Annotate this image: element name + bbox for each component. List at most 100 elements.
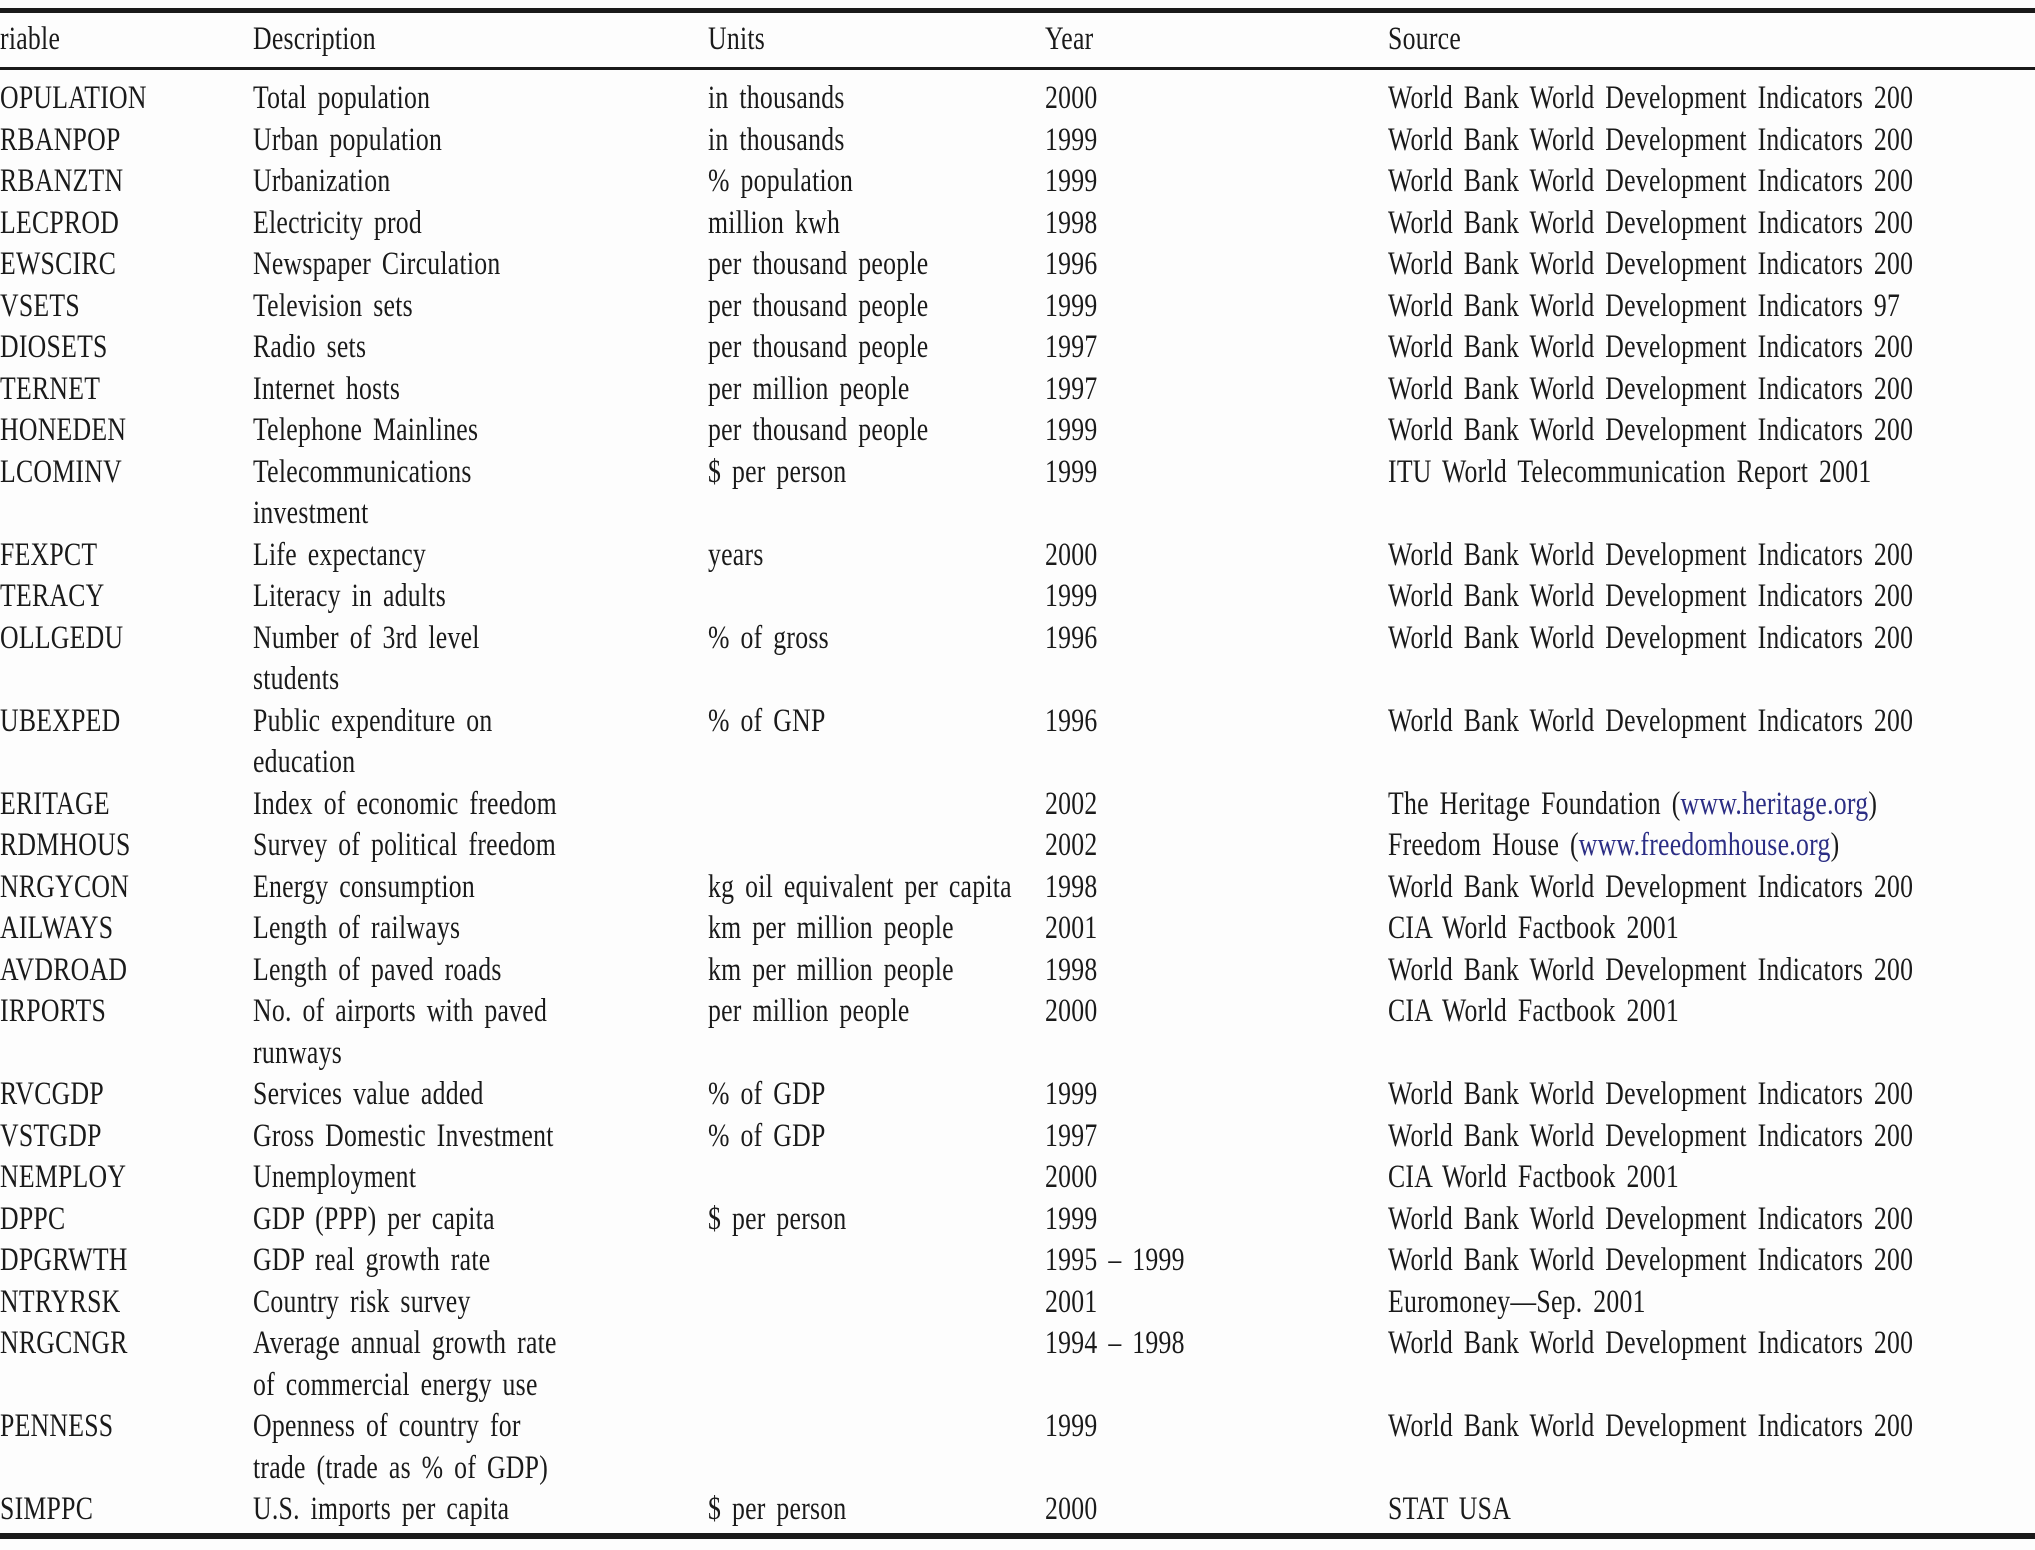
variable-cell: UBEXPED (0, 701, 253, 784)
source-text: World Bank World Development Indicators … (1388, 619, 1914, 656)
source-cell: World Bank World Development Indicators … (1388, 78, 2035, 120)
table-bottom-rule (0, 1532, 2035, 1539)
description-cell: Newspaper Circulation (253, 244, 708, 286)
source-text: World Bank World Development Indicators … (1388, 1325, 1914, 1361)
description-cell: Urbanization (253, 161, 708, 203)
year-cell: 1998 (1045, 950, 1388, 992)
year-text: 1996 (1045, 619, 1098, 656)
source-cell: CIA World Factbook 2001 (1388, 908, 2035, 950)
variable-cell: AVDROAD (0, 950, 253, 992)
year-cell: 1998 (1045, 867, 1388, 909)
variable-name: RBANPOP (0, 121, 121, 158)
table-row: SIMPPC U.S. imports per capita $ per per… (0, 1489, 2035, 1531)
year-text: 1997 (1045, 370, 1098, 407)
source-text: World Bank World Development Indicators … (1388, 412, 1914, 448)
variable-cell: OPULATION (0, 78, 253, 120)
source-cell: World Bank World Development Indicators … (1388, 1074, 2035, 1116)
variable-cell: SIMPPC (0, 1489, 253, 1531)
source-text: ITU World Telecommunication Report 2001 (1388, 453, 1872, 490)
source-cell: STAT USA (1388, 1489, 2035, 1531)
variable-name: NRGYCON (0, 868, 130, 905)
units-cell (708, 1240, 1045, 1282)
units-cell: per million people (708, 369, 1045, 411)
variable-cell: LECPROD (0, 203, 253, 245)
description-text: Electricity prod (253, 204, 423, 241)
description-text: U.S. imports per capita (253, 1491, 510, 1527)
variable-cell: PENNESS (0, 1406, 253, 1489)
variable-cell: LCOMINV (0, 452, 253, 535)
source-cell: World Bank World Development Indicators … (1388, 120, 2035, 162)
source-url-link[interactable]: www.heritage.org (1680, 785, 1869, 822)
description-cell: No. of airports with paved runways (253, 991, 708, 1074)
column-header-description: Description (253, 19, 708, 61)
units-text: % of GDP (708, 1076, 826, 1112)
table-row: OLLGEDU Number of 3rd level students % o… (0, 618, 2035, 701)
year-cell: 1996 (1045, 618, 1388, 701)
year-text: 1994 – 1998 (1045, 1325, 1185, 1361)
units-cell: per million people (708, 991, 1045, 1074)
units-cell: years (708, 535, 1045, 577)
source-text: Euromoney—Sep. 2001 (1388, 1283, 1646, 1320)
year-cell: 1999 (1045, 1406, 1388, 1489)
source-text: World Bank World Development Indicators … (1388, 1076, 1914, 1112)
year-cell: 1996 (1045, 701, 1388, 784)
variable-cell: NRGYCON (0, 867, 253, 909)
variable-cell: EWSCIRC (0, 244, 253, 286)
variable-name: TERACY (0, 578, 105, 614)
source-text: World Bank World Development Indicators … (1388, 329, 1914, 365)
source-text: Freedom House ( (1388, 827, 1579, 863)
source-cell: World Bank World Development Indicators … (1388, 535, 2035, 577)
description-cell: Survey of political freedom (253, 825, 708, 867)
variable-cell: NRGCNGR (0, 1323, 253, 1406)
table-row: FEXPCT Life expectancy years 2000 World … (0, 535, 2035, 577)
description-text: Literacy in adults (253, 578, 446, 614)
units-cell (708, 784, 1045, 826)
column-header-source: Source (1388, 19, 2035, 61)
source-text: World Bank World Development Indicators … (1388, 1408, 1914, 1444)
variable-name: RBANZTN (0, 163, 124, 199)
source-cell: Freedom House (www.freedomhouse.org) (1388, 825, 2035, 867)
source-url-link[interactable]: www.freedomhouse.org (1578, 827, 1831, 863)
description-cell: Internet hosts (253, 369, 708, 411)
table-row: NTRYRSK Country risk survey 2001 Euromon… (0, 1282, 2035, 1324)
table-row: IRPORTS No. of airports with paved runwa… (0, 991, 2035, 1074)
year-text: 2000 (1045, 80, 1098, 116)
year-cell: 1996 (1045, 244, 1388, 286)
source-cell: World Bank World Development Indicators … (1388, 327, 2035, 369)
table-row: TERACY Literacy in adults 1999 World Ban… (0, 576, 2035, 618)
variable-cell: DIOSETS (0, 327, 253, 369)
year-cell: 2000 (1045, 1157, 1388, 1199)
variable-name: NTRYRSK (0, 1283, 121, 1320)
description-cell: Length of railways (253, 908, 708, 950)
source-cell: ITU World Telecommunication Report 2001 (1388, 452, 2035, 535)
units-cell (708, 1157, 1045, 1199)
year-cell: 2002 (1045, 784, 1388, 826)
column-header-source-label: Source (1388, 21, 1462, 58)
year-text: 2000 (1045, 993, 1098, 1029)
description-text: Unemployment (253, 1159, 417, 1195)
year-cell: 1997 (1045, 1116, 1388, 1158)
source-cell: The Heritage Foundation (www.heritage.or… (1388, 784, 2035, 826)
year-text: 1996 (1045, 702, 1098, 739)
units-text: % of GDP (708, 1117, 826, 1154)
description-cell: Number of 3rd level students (253, 618, 708, 701)
description-cell: Index of economic freedom (253, 784, 708, 826)
source-text: World Bank World Development Indicators … (1388, 1200, 1914, 1237)
table-row: ERITAGE Index of economic freedom 2002 T… (0, 784, 2035, 826)
units-text: years (708, 536, 764, 573)
year-cell: 1999 (1045, 1074, 1388, 1116)
variable-name: NEMPLOY (0, 1159, 127, 1195)
table-row: DIOSETS Radio sets per thousand people 1… (0, 327, 2035, 369)
description-cell: U.S. imports per capita (253, 1489, 708, 1531)
source-text: CIA World Factbook 2001 (1388, 993, 1680, 1029)
year-cell: 1995 – 1999 (1045, 1240, 1388, 1282)
table-row: NRGYCON Energy consumption kg oil equiva… (0, 867, 2035, 909)
variable-cell: OLLGEDU (0, 618, 253, 701)
source-cell: World Bank World Development Indicators … (1388, 1116, 2035, 1158)
year-cell: 1999 (1045, 410, 1388, 452)
source-cell: World Bank World Development Indicators … (1388, 867, 2035, 909)
description-cell: Average annual growth rate of commercial… (253, 1323, 708, 1406)
column-header-description-label: Description (253, 21, 376, 58)
description-text: Length of railways (253, 910, 461, 946)
units-cell (708, 825, 1045, 867)
